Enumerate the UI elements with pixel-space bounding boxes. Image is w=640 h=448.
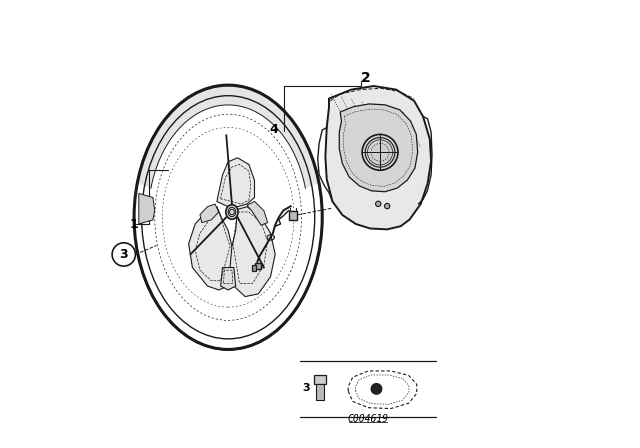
Polygon shape (325, 86, 431, 229)
Polygon shape (339, 104, 418, 192)
Polygon shape (217, 158, 255, 207)
Text: 4: 4 (270, 122, 278, 136)
Text: 3: 3 (302, 383, 310, 392)
Polygon shape (200, 204, 219, 223)
Text: 2: 2 (361, 71, 371, 86)
Polygon shape (316, 384, 324, 400)
Polygon shape (189, 207, 233, 290)
Ellipse shape (376, 201, 381, 207)
Polygon shape (314, 375, 326, 384)
Polygon shape (221, 267, 236, 290)
Circle shape (112, 243, 136, 266)
Polygon shape (247, 202, 268, 225)
Polygon shape (139, 194, 155, 224)
Polygon shape (138, 85, 319, 188)
Text: 1: 1 (130, 217, 138, 231)
Polygon shape (255, 263, 261, 269)
Text: 3: 3 (120, 248, 128, 261)
Circle shape (371, 383, 382, 394)
Text: C004619: C004619 (348, 414, 389, 424)
Polygon shape (289, 211, 297, 220)
Polygon shape (230, 207, 275, 297)
Ellipse shape (226, 205, 238, 219)
Ellipse shape (362, 134, 398, 170)
Ellipse shape (385, 203, 390, 209)
Polygon shape (252, 265, 257, 271)
